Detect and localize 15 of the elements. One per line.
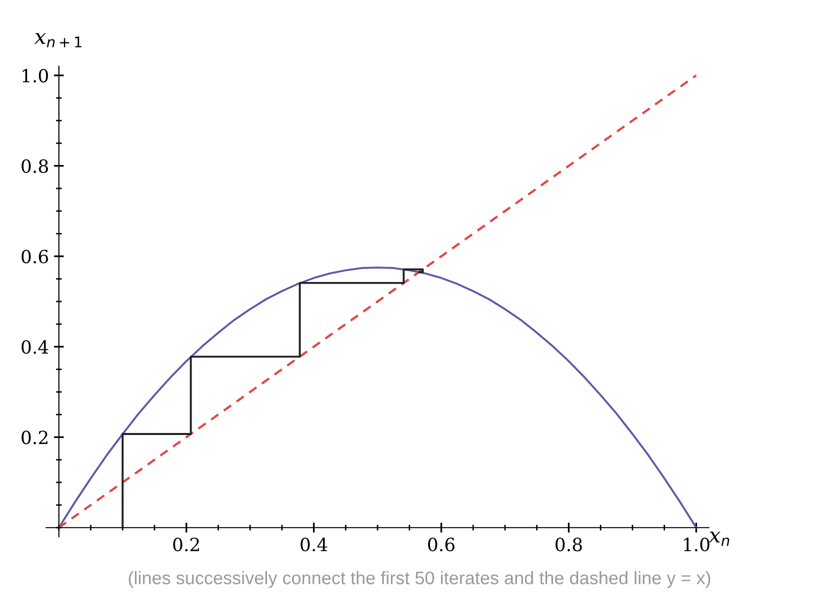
line-series [122,268,424,529]
x-tick-label: 1.0 [684,538,710,552]
line-series [58,266,698,529]
text: (lines successively connect the first 50 iterates and the dashed line y = x) [128,571,710,588]
x-tick-label: 0.4 [300,538,328,552]
x-axis-title: x$_{n}$ [709,532,730,546]
y-tick-label: 0.8 [22,159,48,173]
y-axis-title: x$_{n+1}$ [34,33,82,48]
y-tick-label: 0.6 [22,250,48,264]
y-tick-label: 0.2 [22,430,48,444]
y-tick-label: 0.4 [22,340,48,354]
x-tick-label: 0.6 [428,538,454,552]
x-tick-label: 0.2 [173,538,199,552]
x-tick-label: 0.8 [556,538,582,552]
y-tick-label: 1.0 [22,68,48,82]
